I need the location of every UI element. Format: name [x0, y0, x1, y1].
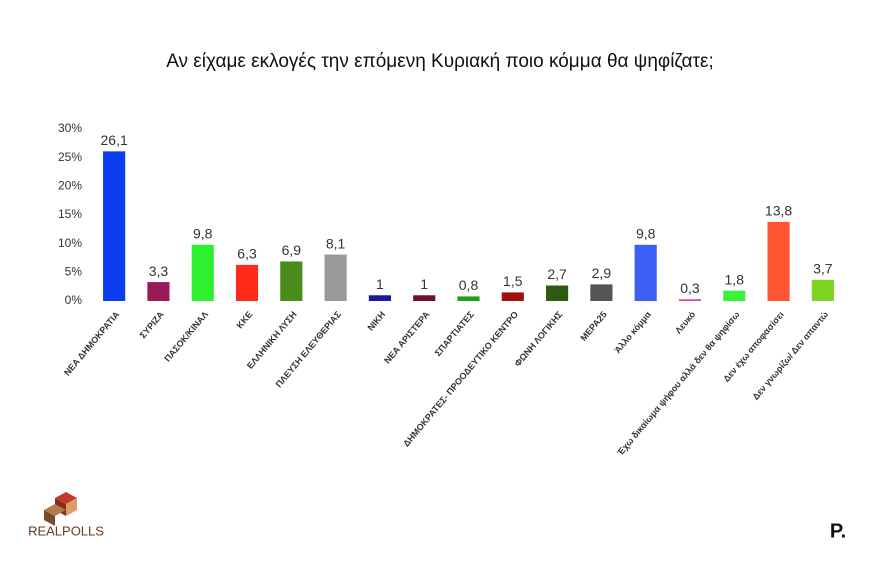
y-tick-label: 0% [65, 293, 83, 307]
bar [811, 279, 834, 301]
value-label: 1 [420, 276, 428, 292]
bar [723, 290, 746, 301]
x-tick-label: ΝΙΚΗ [365, 309, 387, 332]
x-tick-label: ΝΕΑ ΔΗΜΟΚΡΑΤΙΑ [62, 309, 122, 378]
x-tick-label: ΣΠΑΡΤΙΑΤΕΣ [433, 309, 476, 358]
x-tick-label: ΦΩΝΗ ΛΟΓΙΚΗΣ [513, 309, 565, 369]
value-label: 1,8 [725, 271, 745, 287]
bar [501, 292, 524, 301]
y-tick-label: 10% [58, 236, 82, 250]
x-tick-label: Άλλο κόμμα [612, 309, 653, 355]
value-label: 2,7 [547, 266, 567, 282]
bar [235, 264, 259, 301]
realpolls-logo: REALPOLLS [28, 492, 104, 538]
value-label: 1,5 [503, 273, 523, 289]
x-tick-label: ΣΥΡΙΖΑ [138, 309, 166, 340]
bar [280, 261, 303, 301]
value-label: 9,8 [193, 226, 213, 242]
x-tick-label: ΜΕΡΑ25 [578, 309, 608, 343]
value-label: 3,3 [149, 263, 169, 279]
value-label: 13,8 [765, 203, 792, 219]
bar [678, 299, 702, 301]
bar [103, 151, 126, 301]
value-label: 0,8 [459, 277, 479, 293]
bar [457, 296, 480, 301]
value-label: 3,7 [813, 260, 833, 276]
logo-text: REALPOLLS [28, 523, 104, 538]
x-tick-label: ΚΚΕ [234, 309, 254, 330]
value-label: 6,9 [282, 242, 302, 258]
bar [324, 254, 347, 301]
value-label: 8,1 [326, 235, 346, 251]
y-tick-label: 5% [65, 265, 83, 279]
y-tick-label: 30% [58, 121, 82, 135]
x-tick-label: ΝΕΑ ΑΡΙΣΤΕΡΑ [382, 309, 432, 366]
value-label: 1 [376, 276, 384, 292]
bar [546, 285, 569, 301]
value-label: 6,3 [237, 246, 257, 262]
bar [368, 295, 391, 301]
bar [767, 221, 790, 301]
y-tick-label: 15% [58, 207, 82, 221]
bar [413, 295, 436, 301]
chart-title: Αν είχαμε εκλογές την επόμενη Κυριακή πο… [166, 51, 714, 72]
value-label: 26,1 [101, 132, 128, 148]
value-label: 0,3 [680, 280, 700, 296]
logo-p: P. [830, 520, 846, 542]
x-tick-label: Δεν γνωρίζω/ Δεν απαντώ [750, 309, 830, 402]
y-tick-label: 20% [58, 179, 82, 193]
x-tick-label: Λευκό [673, 309, 698, 336]
value-label: 2,9 [592, 265, 612, 281]
y-tick-label: 25% [58, 150, 82, 164]
bar [191, 244, 214, 301]
x-tick-label: ΠΑΣΟΚ/ΚΙΝΑΛ [162, 309, 210, 363]
value-label: 9,8 [636, 226, 656, 242]
bar [147, 282, 170, 301]
bar [590, 284, 613, 301]
bar [634, 244, 657, 301]
